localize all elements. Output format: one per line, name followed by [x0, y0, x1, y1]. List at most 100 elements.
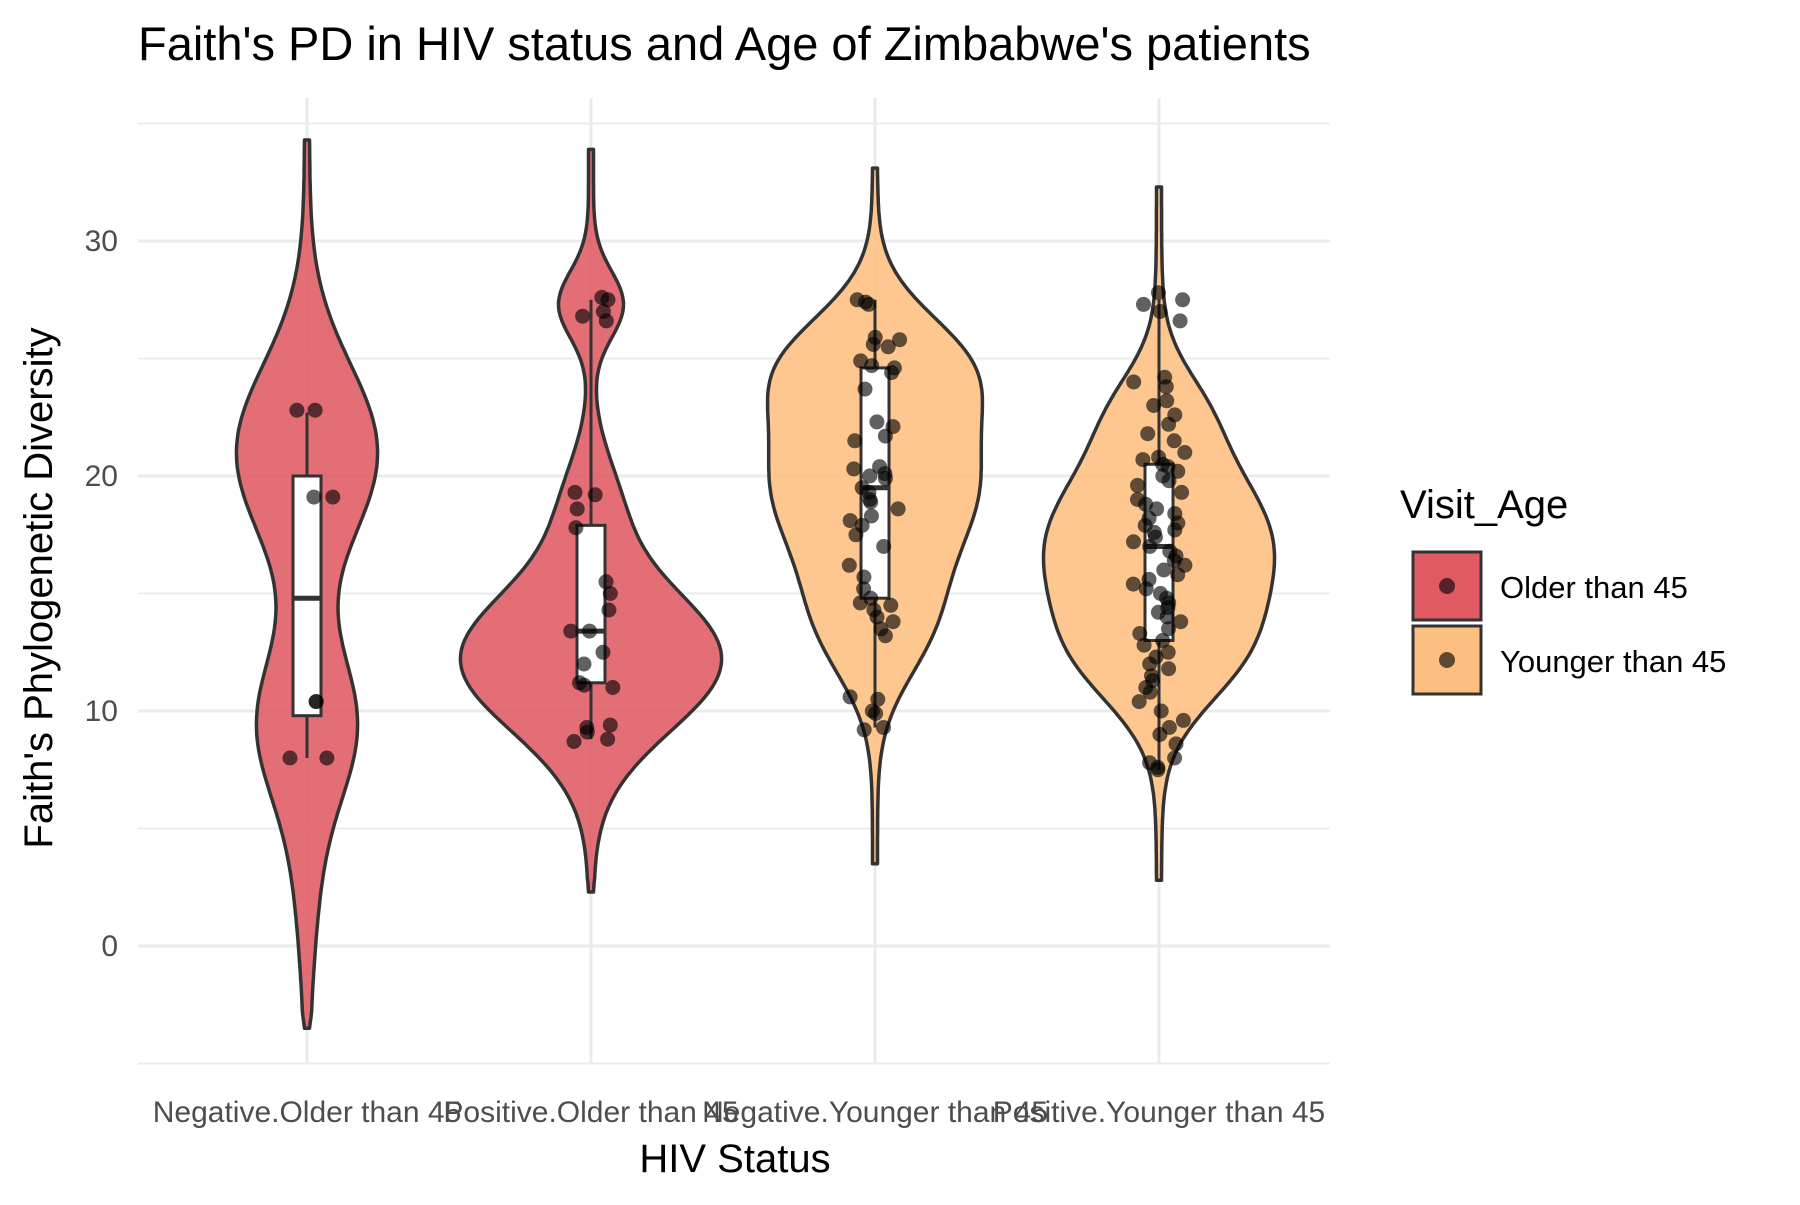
boxplots	[291, 299, 1175, 770]
data-point	[319, 750, 335, 766]
data-point	[869, 414, 885, 430]
data-point	[1150, 762, 1166, 778]
data-point	[605, 680, 621, 695]
data-point	[308, 694, 324, 710]
data-point	[1174, 484, 1190, 500]
data-point	[1131, 694, 1147, 710]
data-point	[601, 602, 617, 618]
data-point	[1161, 473, 1177, 489]
data-point	[876, 539, 892, 554]
data-point	[1142, 684, 1158, 700]
jitter-points	[282, 285, 1193, 778]
x-tick-label: Positive.Older than 45	[443, 1096, 738, 1129]
data-point	[602, 717, 618, 733]
data-point	[862, 468, 878, 484]
data-point	[864, 358, 880, 374]
data-point	[582, 623, 597, 639]
data-point	[575, 308, 591, 324]
data-point	[863, 508, 879, 524]
legend-swatch	[1411, 624, 1483, 696]
data-point	[587, 487, 603, 503]
x-tick-label: Positive.Younger than 45	[993, 1096, 1325, 1129]
legend-label: Younger than 45	[1500, 644, 1726, 679]
x-tick-label: Negative.Older than 45	[153, 1096, 462, 1129]
data-point	[1175, 292, 1191, 308]
data-point	[856, 569, 872, 585]
data-point	[892, 332, 908, 348]
data-point	[1125, 576, 1141, 592]
data-point	[877, 428, 893, 444]
data-point	[1170, 463, 1186, 479]
y-axis-label: Faith's Phylogenetic Diversity	[17, 327, 61, 848]
data-point	[1159, 609, 1175, 625]
data-point	[856, 722, 872, 738]
data-point	[600, 731, 616, 747]
data-point	[1155, 633, 1171, 648]
x-axis-label: HIV Status	[639, 1137, 830, 1181]
legend-items: Older than 45 Younger than 45	[1411, 550, 1726, 696]
data-point	[1138, 581, 1154, 597]
data-point	[579, 724, 595, 740]
legend-point-marker	[1439, 652, 1455, 668]
data-point	[307, 402, 323, 418]
data-point	[1168, 736, 1184, 752]
data-point	[1175, 712, 1191, 728]
data-point	[1126, 374, 1142, 390]
violins	[234, 138, 1277, 1031]
data-point	[566, 734, 582, 749]
data-point	[863, 494, 879, 510]
data-point	[325, 489, 341, 505]
legend-point-marker	[1439, 578, 1455, 594]
data-point	[1167, 750, 1183, 766]
data-point	[563, 623, 579, 639]
data-point	[1172, 313, 1188, 329]
data-point	[576, 656, 592, 672]
data-point	[1153, 703, 1169, 719]
y-tick-label: 30	[85, 225, 118, 258]
data-point	[1136, 296, 1151, 312]
data-point	[870, 691, 886, 707]
data-point	[1161, 661, 1177, 677]
data-point	[1135, 452, 1151, 468]
chart-title: Faith's PD in HIV status and Age of Zimb…	[138, 17, 1311, 70]
data-point	[876, 720, 891, 735]
data-point	[1142, 539, 1158, 554]
data-point	[1152, 727, 1168, 742]
data-point	[598, 574, 614, 590]
data-point	[884, 365, 900, 381]
data-point	[846, 461, 862, 477]
data-point	[848, 527, 864, 543]
data-point	[282, 750, 298, 766]
data-point	[1177, 445, 1193, 460]
data-point	[602, 586, 618, 601]
legend-label: Older than 45	[1500, 570, 1688, 605]
data-point	[865, 336, 881, 352]
data-point	[877, 470, 893, 486]
legend: Visit_Age Older than 45 Younger than 45	[1400, 483, 1726, 696]
data-point	[1161, 416, 1177, 432]
data-point	[1126, 534, 1141, 550]
y-tick-label: 10	[85, 695, 118, 728]
data-point	[1167, 522, 1183, 538]
data-point	[1161, 621, 1176, 637]
data-point	[1142, 656, 1158, 672]
data-point	[1166, 433, 1182, 449]
data-point	[1140, 426, 1156, 442]
data-point	[841, 557, 857, 573]
data-point	[289, 402, 305, 418]
data-point	[861, 296, 877, 312]
data-point	[1173, 614, 1189, 630]
y-tick-label: 0	[101, 930, 118, 963]
legend-title: Visit_Age	[1400, 483, 1568, 527]
data-point	[1146, 398, 1162, 413]
data-point	[576, 677, 592, 693]
data-point	[857, 381, 873, 397]
data-point	[852, 595, 868, 611]
data-point	[883, 597, 899, 613]
data-point	[306, 489, 322, 505]
data-point	[890, 501, 906, 517]
data-point	[1152, 304, 1168, 319]
axes: 0 10 20 30 Negative.Older than 45Positive.Ol…	[85, 225, 1326, 1129]
data-point	[1160, 644, 1176, 660]
